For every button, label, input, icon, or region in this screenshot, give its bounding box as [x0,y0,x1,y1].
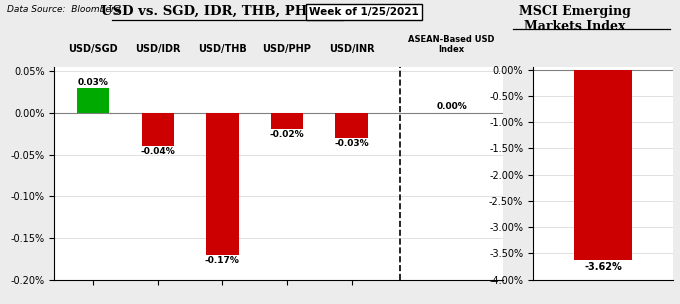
Text: USD vs. SGD, IDR, THB, PHP, INR: USD vs. SGD, IDR, THB, PHP, INR [101,5,354,18]
Bar [271,113,303,130]
Text: -3.62%: -3.62% [584,262,622,272]
Text: 0.00%: 0.00% [437,102,467,111]
Text: 0.03%: 0.03% [78,78,109,87]
Text: USD/INR: USD/INR [328,44,375,54]
Text: -0.03%: -0.03% [335,139,369,148]
Text: -0.17%: -0.17% [205,256,240,265]
Text: MSCI Emerging
Markets Index: MSCI Emerging Markets Index [519,5,630,33]
Text: Data Source:  Bloomberg: Data Source: Bloomberg [7,5,120,14]
Text: USD/THB: USD/THB [198,44,247,54]
Bar [141,113,174,146]
Text: USD/SGD: USD/SGD [69,44,118,54]
Bar [77,88,109,113]
Text: USD/IDR: USD/IDR [135,44,180,54]
Text: USD/PHP: USD/PHP [262,44,311,54]
Text: ASEAN-Based USD
Index: ASEAN-Based USD Index [409,35,495,54]
Text: -0.02%: -0.02% [270,130,304,140]
Text: Week of 1/25/2021: Week of 1/25/2021 [309,7,419,17]
Bar [574,70,632,260]
Text: -0.04%: -0.04% [140,147,175,156]
Bar [206,113,239,255]
Bar [335,113,368,138]
